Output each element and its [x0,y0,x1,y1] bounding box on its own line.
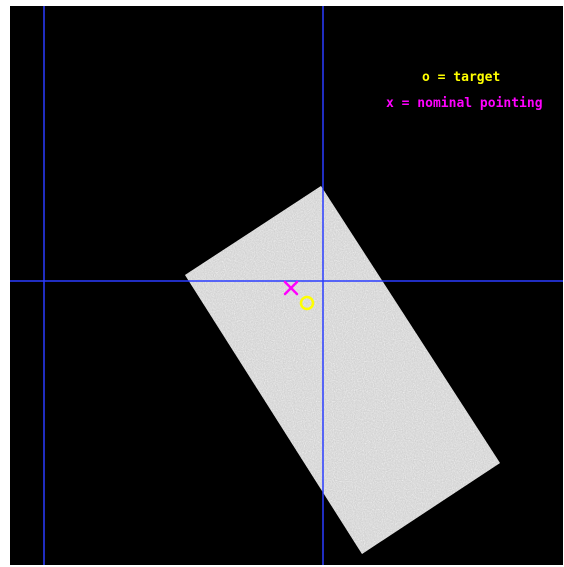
circle-marker-icon [299,295,315,311]
legend-target-label: o = target [422,70,500,85]
detector-texture [185,186,500,554]
x-marker-icon [283,280,299,296]
sky-image-panel: o = target x = nominal pointing [10,6,563,565]
sky-image: o = target x = nominal pointing [10,6,563,565]
legend-pointing-label: x = nominal pointing [386,96,543,111]
